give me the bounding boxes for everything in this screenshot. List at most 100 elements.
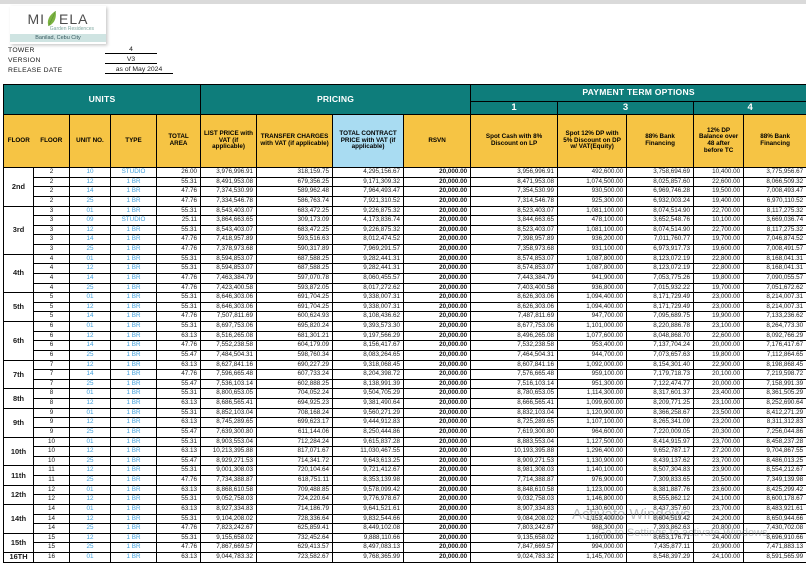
- unit-type-cell: 1 BR: [110, 455, 157, 467]
- transfer-charges-cell: 318,159.75: [256, 167, 334, 178]
- opt3-bank-cell: 8,414,915.97: [626, 436, 695, 448]
- total-contract-price-cell: 7,921,310.52: [332, 195, 405, 207]
- opt3-bank-cell: 8,381,887.76: [626, 484, 695, 496]
- opt4-bank-cell: 7,158,991.39: [743, 378, 806, 390]
- unit-type-cell: 1 BR: [110, 359, 157, 371]
- total-contract-price-cell: 9,338,007.31: [332, 292, 405, 303]
- opt4-bank-cell: 8,168,041.31: [743, 253, 806, 265]
- opt4-bank-cell: 8,486,013.25: [743, 455, 806, 467]
- total-contract-price-cell: 9,888,110.66: [332, 532, 405, 544]
- floor-number-cell: 3: [33, 224, 70, 236]
- unit-type-cell: 1 BR: [110, 186, 157, 197]
- option-1-number: 1: [470, 101, 559, 115]
- opt4-bank-cell: 8,425,299.42: [743, 484, 806, 496]
- opt3-bank-cell: 8,154,301.40: [626, 359, 695, 371]
- total-contract-price-cell: 7,964,493.47: [332, 186, 405, 197]
- opt4-bank-cell: 8,168,041.31: [743, 263, 806, 274]
- unit-no-cell: 14: [69, 186, 111, 197]
- table-row: 9 25 1 BR 55.47 7,639,300.80 611,144.06 8,250,…: [4, 426, 806, 438]
- list-price-cell: 7,734,388.87: [200, 475, 258, 486]
- unit-type-cell: 1 BR: [110, 263, 157, 274]
- rsvn-cell: 20,000.00: [403, 552, 472, 563]
- table-row: 11th 11 12 1 BR 55.31 9,001,308.03 720,104.64 9…: [3, 465, 806, 486]
- floor-number-cell: 5: [33, 292, 70, 303]
- floor-number-cell: 4: [33, 272, 70, 284]
- unit-type-cell: 1 BR: [110, 321, 157, 332]
- rsvn-cell: 20,000.00: [403, 253, 472, 265]
- unit-type-cell: 1 BR: [110, 272, 157, 284]
- opt3-dp-cell: 1,296,400.00: [557, 446, 628, 457]
- opt4-bank-cell: 8,483,921.61: [743, 503, 806, 515]
- opt4-dp-cell: 22,800.00: [693, 263, 745, 274]
- floor-group-label: 5th: [3, 292, 34, 322]
- floor-group-label: 4th: [3, 253, 34, 294]
- total-area-cell: 55.31: [155, 205, 202, 217]
- opt3-dp-cell: 1,107,100.00: [557, 417, 628, 428]
- transfer-charges-cell: 724,220.64: [256, 494, 334, 505]
- floor-number-cell: 12: [33, 484, 70, 496]
- list-price-cell: 7,423,400.58: [200, 282, 258, 294]
- list-price-cell: 8,543,403.07: [200, 205, 258, 217]
- table-row: 9 12 1 BR 63.13 8,745,289.65 699,623.17 9,444,…: [4, 417, 806, 428]
- transfer-charges-cell: 625,859.41: [256, 523, 334, 534]
- unit-no-cell: 25: [69, 523, 111, 534]
- total-contract-price-cell: 9,643,613.25: [332, 455, 405, 467]
- option-4-number: 4: [693, 101, 806, 115]
- unit-no-cell: 01: [69, 436, 111, 448]
- opt3-dp-cell: 1,077,600.00: [557, 330, 628, 342]
- unit-type-cell: 1 BR: [110, 398, 157, 409]
- rsvn-cell: 20,000.00: [403, 205, 472, 217]
- floor-number-cell: 6: [33, 330, 70, 342]
- opt1-spot-cash-cell: 7,803,242.67: [470, 523, 559, 534]
- floor-group-label: 10th: [3, 436, 34, 467]
- opt4-dp-cell: 19,400.00: [693, 195, 745, 207]
- unit-no-cell: 12: [69, 301, 111, 313]
- floor-number-cell: 12: [33, 494, 70, 505]
- unit-no-cell: 10: [69, 167, 111, 178]
- total-contract-price-cell: 9,282,441.31: [332, 263, 405, 274]
- total-contract-price-cell: 8,497,083.13: [332, 542, 405, 553]
- opt3-bank-cell: 7,095,689.75: [626, 311, 695, 322]
- opt4-bank-cell: 7,112,864.65: [743, 349, 806, 361]
- option-3-bank-header: 88% Bank Financing: [626, 114, 695, 168]
- opt3-dp-cell: 1,127,500.00: [557, 436, 628, 448]
- unit-no-cell: 12: [69, 330, 111, 342]
- list-price-cell: 8,491,953.08: [200, 176, 258, 188]
- list-price-cell: 8,594,853.07: [200, 263, 258, 274]
- opt4-dp-cell: 10,400.00: [693, 167, 745, 178]
- total-contract-price-cell: 8,449,102.08: [332, 523, 405, 534]
- opt4-dp-cell: 20,800.00: [693, 523, 745, 534]
- opt4-dp-cell: 19,700.00: [693, 282, 745, 294]
- floor-number-cell: 14: [33, 513, 70, 525]
- opt4-dp-cell: 22,700.00: [693, 224, 745, 236]
- total-area-cell: 63.13: [155, 359, 202, 371]
- transfer-charges-cell: 695,820.24: [256, 321, 334, 332]
- unit-no-cell: 25: [69, 455, 111, 467]
- list-price-cell: 8,594,853.07: [200, 253, 258, 265]
- table-row: 14 25 1 BR 47.76 7,823,242.67 625,859.41 8,449…: [4, 523, 806, 534]
- rsvn-cell: 20,000.00: [403, 215, 472, 226]
- list-price-cell: 8,627,841.16: [200, 359, 258, 371]
- opt3-bank-cell: 8,507,304.83: [626, 465, 695, 476]
- total-area-cell: 55.47: [155, 455, 202, 467]
- table-row: 6 14 1 BR 47.76 7,552,238.58 604,179.09 8,156,…: [4, 340, 806, 351]
- transfer-charges-cell: 687,588.25: [256, 253, 334, 265]
- opt1-spot-cash-cell: 8,523,403.07: [470, 205, 559, 217]
- opt1-spot-cash-cell: 7,443,384.79: [470, 272, 559, 284]
- opt3-bank-cell: 7,393,862.63: [626, 523, 695, 534]
- opt1-spot-cash-cell: 8,883,553.04: [470, 436, 559, 448]
- list-price-cell: 7,639,300.80: [200, 426, 258, 438]
- table-row: 6 25 1 BR 55.47 7,484,504.31 598,760.34 8,083,…: [4, 349, 806, 361]
- list-price-cell: 3,976,996.91: [200, 167, 258, 178]
- opt4-dp-cell: 22,700.00: [693, 205, 745, 217]
- rsvn-cell: 20,000.00: [403, 426, 472, 438]
- transfer-charges-cell: 732,452.64: [256, 532, 334, 544]
- list-price-cell: 8,929,271.53: [200, 455, 258, 467]
- list-price-cell: 8,868,610.58: [200, 484, 258, 496]
- unit-no-cell: 12: [69, 446, 111, 457]
- rsvn-cell: 20,000.00: [403, 359, 472, 371]
- transfer-charges-cell: 687,588.25: [256, 263, 334, 274]
- unit-no-cell: 14: [69, 340, 111, 351]
- unit-type-cell: 1 BR: [110, 244, 157, 255]
- opt3-bank-cell: 8,074,514.90: [626, 205, 695, 217]
